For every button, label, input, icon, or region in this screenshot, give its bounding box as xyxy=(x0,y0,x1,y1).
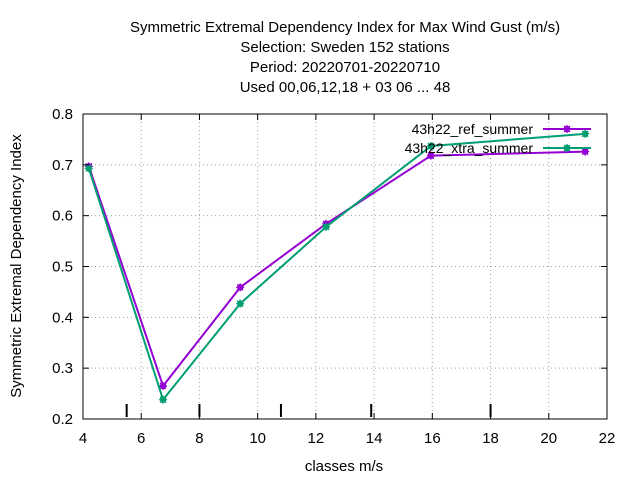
data-point xyxy=(581,129,590,138)
x-axis-label: classes m/s xyxy=(305,458,383,475)
data-point xyxy=(84,164,93,173)
data-point xyxy=(236,283,245,292)
series-layer xyxy=(84,129,590,404)
data-point xyxy=(159,395,168,404)
chart-title: Symmetric Extremal Dependency Index for … xyxy=(130,19,560,96)
legend-label: 43h22_xtra_summer xyxy=(405,140,534,156)
title-line-2: Selection: Sweden 152 stations xyxy=(240,39,449,56)
legend-entry: 43h22_xtra_summer xyxy=(405,140,591,156)
plot-border xyxy=(82,113,608,420)
grid xyxy=(83,114,607,419)
title-line-3: Period: 20220701-20220710 xyxy=(250,59,440,76)
data-point xyxy=(236,299,245,308)
x-tick-label: 20 xyxy=(540,430,557,447)
data-point xyxy=(563,144,571,152)
title-line-4: Used 00,06,12,18 + 03 06 ... 48 xyxy=(240,79,451,96)
x-tick-label: 10 xyxy=(249,430,266,447)
y-tick-label: 0.3 xyxy=(52,360,73,377)
x-tick-label: 4 xyxy=(79,430,87,447)
legend: 43h22_ref_summer 43h22_xtra_summer xyxy=(405,121,591,156)
data-point xyxy=(426,151,435,160)
series-2 xyxy=(84,129,590,404)
x-tick-label: 18 xyxy=(482,430,499,447)
legend-entry: 43h22_ref_summer xyxy=(412,121,591,137)
data-point xyxy=(159,381,168,390)
y-axis-label: Symmetric Extremal Dependency Index xyxy=(8,134,25,398)
data-point xyxy=(322,222,331,231)
data-point xyxy=(426,142,435,151)
axis-ticks: 4 6 8 10 12 14 16 18 20 22 0.2 0.3 0.4 0.5 0.6 0.7 0.8 xyxy=(52,106,615,447)
y-tick-label: 0.8 xyxy=(52,106,73,123)
series-line xyxy=(87,132,586,401)
title-line-1: Symmetric Extremal Dependency Index for … xyxy=(130,19,560,36)
data-point xyxy=(581,147,590,156)
y-tick-label: 0.4 xyxy=(52,309,73,326)
x-tick-label: 12 xyxy=(308,430,325,447)
series-line xyxy=(87,150,586,387)
data-point xyxy=(563,125,571,133)
y-tick-label: 0.2 xyxy=(52,411,73,428)
y-tick-label: 0.5 xyxy=(52,259,73,276)
class-markers xyxy=(125,404,492,417)
x-tick-label: 22 xyxy=(599,430,616,447)
legend-label: 43h22_ref_summer xyxy=(412,121,534,137)
y-tick-label: 0.6 xyxy=(52,208,73,225)
x-tick-label: 14 xyxy=(366,430,383,447)
series-1 xyxy=(84,147,590,390)
x-tick-label: 8 xyxy=(195,430,203,447)
x-tick-label: 6 xyxy=(137,430,145,447)
x-tick-label: 16 xyxy=(424,430,441,447)
y-tick-label: 0.7 xyxy=(52,157,73,174)
